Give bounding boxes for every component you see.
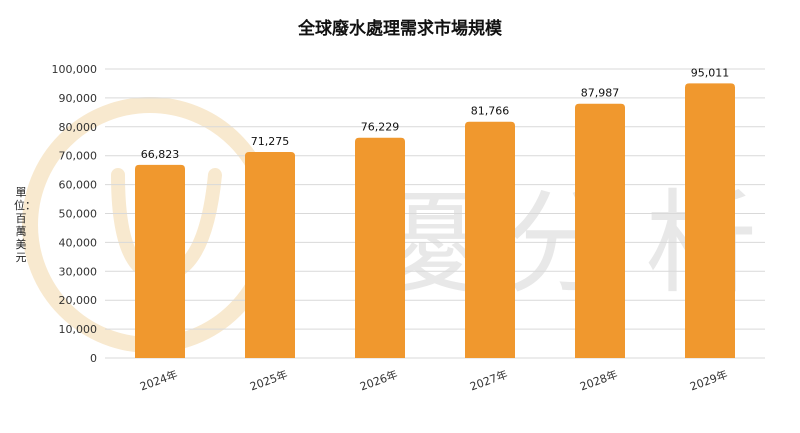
data-label: 95,011 <box>691 66 730 79</box>
y-tick-label: 80,000 <box>59 121 98 134</box>
data-label: 87,987 <box>581 87 620 100</box>
data-label: 71,275 <box>251 135 290 148</box>
bar <box>135 164 185 358</box>
x-tick-label: 2027年 <box>468 367 509 393</box>
y-tick-label: 30,000 <box>59 265 98 278</box>
y-tick-label: 40,000 <box>59 236 98 249</box>
y-tick-label: 0 <box>90 352 97 365</box>
x-tick-label: 2024年 <box>138 367 179 393</box>
x-tick-label: 2029年 <box>688 367 729 393</box>
x-tick-label: 2026年 <box>358 367 399 393</box>
y-tick-label: 100,000 <box>52 63 98 76</box>
data-label: 66,823 <box>141 148 180 161</box>
y-tick-label: 20,000 <box>59 294 98 307</box>
data-label: 81,766 <box>471 105 510 118</box>
y-tick-label: 50,000 <box>59 208 98 221</box>
y-tick-label: 70,000 <box>59 150 98 163</box>
bar <box>685 83 735 358</box>
bar <box>355 137 405 358</box>
y-tick-label: 90,000 <box>59 92 98 105</box>
chart-title: 全球廢水處理需求市場規模 <box>298 19 502 39</box>
bar <box>465 121 515 358</box>
x-tick-label: 2025年 <box>248 367 289 393</box>
bar <box>575 103 625 359</box>
y-tick-label: 60,000 <box>59 179 98 192</box>
y-tick-label: 10,000 <box>59 323 98 336</box>
x-tick-label: 2028年 <box>578 367 619 393</box>
bar <box>245 152 295 358</box>
data-label: 76,229 <box>361 121 400 134</box>
